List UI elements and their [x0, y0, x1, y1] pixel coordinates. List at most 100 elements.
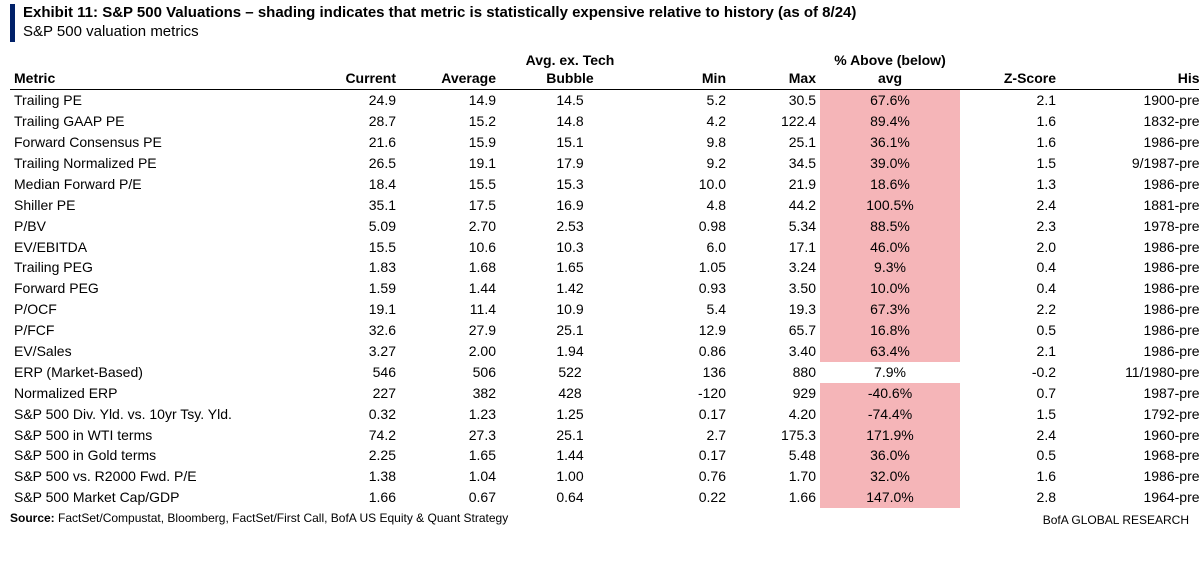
- cell-avg: 2.70: [400, 216, 500, 237]
- cell-current: 32.6: [310, 320, 400, 341]
- cell-history: 1986-present: [1060, 132, 1199, 153]
- cell-min: 12.9: [640, 320, 730, 341]
- cell-current: 1.38: [310, 466, 400, 487]
- cell-exbubble: 522: [500, 362, 640, 383]
- cell-current: 1.59: [310, 278, 400, 299]
- cell-current: 1.83: [310, 257, 400, 278]
- source-text: FactSet/Compustat, Bloomberg, FactSet/Fi…: [58, 511, 508, 525]
- cell-zscore: 1.5: [960, 404, 1060, 425]
- cell-min: 0.76: [640, 466, 730, 487]
- exhibit-subtitle: S&P 500 valuation metrics: [23, 23, 1189, 42]
- cell-metric: S&P 500 in Gold terms: [10, 445, 310, 466]
- cell-exbubble: 17.9: [500, 153, 640, 174]
- source-line: Source: FactSet/Compustat, Bloomberg, Fa…: [10, 511, 1189, 525]
- table-header: Metric Current Average Avg. ex. Tech Bub…: [10, 50, 1199, 90]
- cell-pctabove: 89.4%: [820, 111, 960, 132]
- cell-max: 21.9: [730, 174, 820, 195]
- cell-max: 34.5: [730, 153, 820, 174]
- cell-pctabove: 67.3%: [820, 299, 960, 320]
- table-row: Trailing PE24.914.914.55.230.567.6%2.119…: [10, 90, 1199, 111]
- cell-current: 35.1: [310, 195, 400, 216]
- cell-exbubble: 1.25: [500, 404, 640, 425]
- cell-zscore: 0.7: [960, 383, 1060, 404]
- cell-current: 2.25: [310, 445, 400, 466]
- cell-max: 5.48: [730, 445, 820, 466]
- source-label: Source:: [10, 511, 55, 525]
- cell-pctabove: 16.8%: [820, 320, 960, 341]
- cell-avg: 1.44: [400, 278, 500, 299]
- cell-avg: 11.4: [400, 299, 500, 320]
- cell-zscore: 2.4: [960, 425, 1060, 446]
- table-row: EV/Sales3.272.001.940.863.4063.4%2.11986…: [10, 341, 1199, 362]
- cell-avg: 1.23: [400, 404, 500, 425]
- cell-max: 1.66: [730, 487, 820, 508]
- col-header-average: Average: [400, 50, 500, 90]
- table-body: Trailing PE24.914.914.55.230.567.6%2.119…: [10, 90, 1199, 508]
- cell-metric: Median Forward P/E: [10, 174, 310, 195]
- cell-zscore: -0.2: [960, 362, 1060, 383]
- table-row: S&P 500 in WTI terms74.227.325.12.7175.3…: [10, 425, 1199, 446]
- cell-avg: 382: [400, 383, 500, 404]
- cell-history: 1986-present: [1060, 466, 1199, 487]
- cell-pctabove: 7.9%: [820, 362, 960, 383]
- cell-avg: 14.9: [400, 90, 500, 111]
- table-row: P/OCF19.111.410.95.419.367.3%2.21986-pre…: [10, 299, 1199, 320]
- cell-max: 25.1: [730, 132, 820, 153]
- brand-label: BofA GLOBAL RESEARCH: [1043, 513, 1189, 527]
- cell-metric: EV/Sales: [10, 341, 310, 362]
- cell-avg: 1.65: [400, 445, 500, 466]
- col-header-metric: Metric: [10, 50, 310, 90]
- cell-avg: 27.3: [400, 425, 500, 446]
- cell-metric: Trailing GAAP PE: [10, 111, 310, 132]
- cell-max: 17.1: [730, 237, 820, 258]
- table-row: S&P 500 Div. Yld. vs. 10yr Tsy. Yld.0.32…: [10, 404, 1199, 425]
- cell-pctabove: 171.9%: [820, 425, 960, 446]
- cell-max: 929: [730, 383, 820, 404]
- cell-exbubble: 16.9: [500, 195, 640, 216]
- col-header-exbubble: Avg. ex. Tech Bubble: [500, 50, 640, 90]
- cell-metric: Forward Consensus PE: [10, 132, 310, 153]
- col-header-zscore: Z-Score: [960, 50, 1060, 90]
- cell-metric: Trailing PE: [10, 90, 310, 111]
- cell-history: 1900-present: [1060, 90, 1199, 111]
- cell-min: 136: [640, 362, 730, 383]
- cell-history: 1986-present: [1060, 320, 1199, 341]
- cell-zscore: 1.6: [960, 466, 1060, 487]
- cell-avg: 17.5: [400, 195, 500, 216]
- cell-history: 1986-present: [1060, 174, 1199, 195]
- cell-pctabove: 100.5%: [820, 195, 960, 216]
- cell-pctabove: -74.4%: [820, 404, 960, 425]
- cell-min: -120: [640, 383, 730, 404]
- exhibit-title: Exhibit 11: S&P 500 Valuations – shading…: [23, 4, 1189, 23]
- col-header-exbubble-line2: Bubble: [546, 70, 593, 86]
- cell-exbubble: 1.00: [500, 466, 640, 487]
- cell-max: 3.40: [730, 341, 820, 362]
- col-header-max: Max: [730, 50, 820, 90]
- cell-pctabove: 18.6%: [820, 174, 960, 195]
- table-row: S&P 500 in Gold terms2.251.651.440.175.4…: [10, 445, 1199, 466]
- table-row: P/FCF32.627.925.112.965.716.8%0.51986-pr…: [10, 320, 1199, 341]
- table-row: S&P 500 Market Cap/GDP1.660.670.640.221.…: [10, 487, 1199, 508]
- cell-zscore: 2.1: [960, 341, 1060, 362]
- cell-history: 9/1987-present: [1060, 153, 1199, 174]
- cell-avg: 0.67: [400, 487, 500, 508]
- cell-metric: P/OCF: [10, 299, 310, 320]
- cell-history: 1832-present: [1060, 111, 1199, 132]
- cell-exbubble: 25.1: [500, 425, 640, 446]
- cell-min: 0.17: [640, 404, 730, 425]
- cell-pctabove: 32.0%: [820, 466, 960, 487]
- cell-pctabove: 39.0%: [820, 153, 960, 174]
- cell-current: 5.09: [310, 216, 400, 237]
- cell-current: 26.5: [310, 153, 400, 174]
- cell-history: 1792-present: [1060, 404, 1199, 425]
- table-row: Trailing PEG1.831.681.651.053.249.3%0.41…: [10, 257, 1199, 278]
- cell-current: 15.5: [310, 237, 400, 258]
- cell-current: 227: [310, 383, 400, 404]
- cell-max: 3.50: [730, 278, 820, 299]
- cell-min: 10.0: [640, 174, 730, 195]
- cell-avg: 15.2: [400, 111, 500, 132]
- cell-min: 9.8: [640, 132, 730, 153]
- cell-zscore: 2.3: [960, 216, 1060, 237]
- cell-zscore: 2.8: [960, 487, 1060, 508]
- cell-zscore: 1.6: [960, 132, 1060, 153]
